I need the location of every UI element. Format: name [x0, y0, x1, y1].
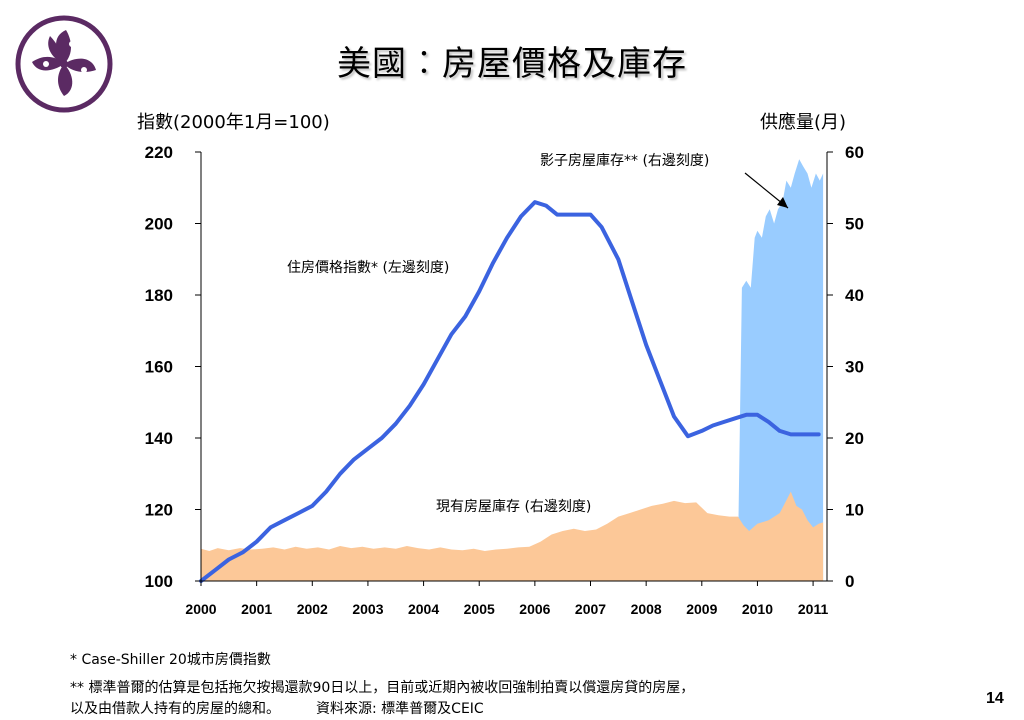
right-tick-label: 0	[845, 572, 854, 591]
bauhinia-logo	[15, 15, 113, 113]
right-tick-label: 50	[845, 215, 864, 234]
x-tick-label: 2001	[241, 601, 272, 617]
shadow-inventory-area	[737, 159, 824, 581]
bauhinia-flower-icon	[32, 30, 96, 96]
left-tick-label: 140	[145, 429, 173, 448]
x-tick-label: 2009	[686, 601, 717, 617]
right-tick-label: 60	[845, 143, 864, 162]
right-tick-label: 30	[845, 358, 864, 377]
source-note: 資料來源: 標準普爾及CEIC	[316, 701, 484, 717]
x-tick-label: 2008	[631, 601, 662, 617]
x-tick-label: 2011	[798, 601, 829, 617]
left-tick-label: 220	[145, 143, 173, 162]
footnote-1: * Case-Shiller 20城市房價指數	[70, 652, 271, 668]
logo-outer-ring	[15, 15, 113, 113]
shadow-arrow-head	[777, 197, 788, 208]
left-tick-label: 180	[145, 286, 173, 305]
slide-title: 美國︰房屋價格及庫存	[337, 44, 687, 84]
left-tick-label: 120	[145, 501, 173, 520]
page-number: 14	[986, 690, 1004, 707]
existing-inventory-area	[201, 491, 824, 581]
left-axis-title: 指數(2000年1月=100)	[137, 112, 330, 133]
right-tick-label: 40	[845, 286, 864, 305]
x-tick-label: 2006	[519, 601, 550, 617]
x-tick-label: 2002	[297, 601, 328, 617]
left-tick-label: 200	[145, 215, 173, 234]
x-tick-label: 2003	[352, 601, 383, 617]
x-tick-label: 2000	[185, 601, 216, 617]
price-index-line	[199, 200, 821, 583]
footnote-2: ** 標準普爾的估算是包括拖欠按揭還款90日以上，目前或近期內被收回強制拍賣以償…	[70, 680, 695, 696]
left-tick-label: 100	[145, 572, 173, 591]
left-tick-label: 160	[145, 358, 173, 377]
x-tick-label: 2007	[575, 601, 606, 617]
shadow-inventory-label: 影子房屋庫存** (右邊刻度)	[540, 152, 709, 169]
footnote-3: 以及由借款人持有的房屋的總和。 資料來源: 標準普爾及CEIC	[70, 698, 484, 718]
existing-inventory-label: 現有房屋庫存 (右邊刻度)	[436, 498, 591, 515]
right-tick-label: 20	[845, 429, 864, 448]
price-index-label: 住房價格指數* (左邊刻度)	[287, 259, 449, 276]
right-tick-label: 10	[845, 501, 864, 520]
footnote-3-text: 以及由借款人持有的房屋的總和。	[70, 701, 280, 717]
x-tick-label: 2010	[742, 601, 773, 617]
right-axis-title: 供應量(月)	[760, 112, 847, 133]
x-tick-label: 2005	[464, 601, 495, 617]
x-tick-label: 2004	[408, 601, 439, 617]
